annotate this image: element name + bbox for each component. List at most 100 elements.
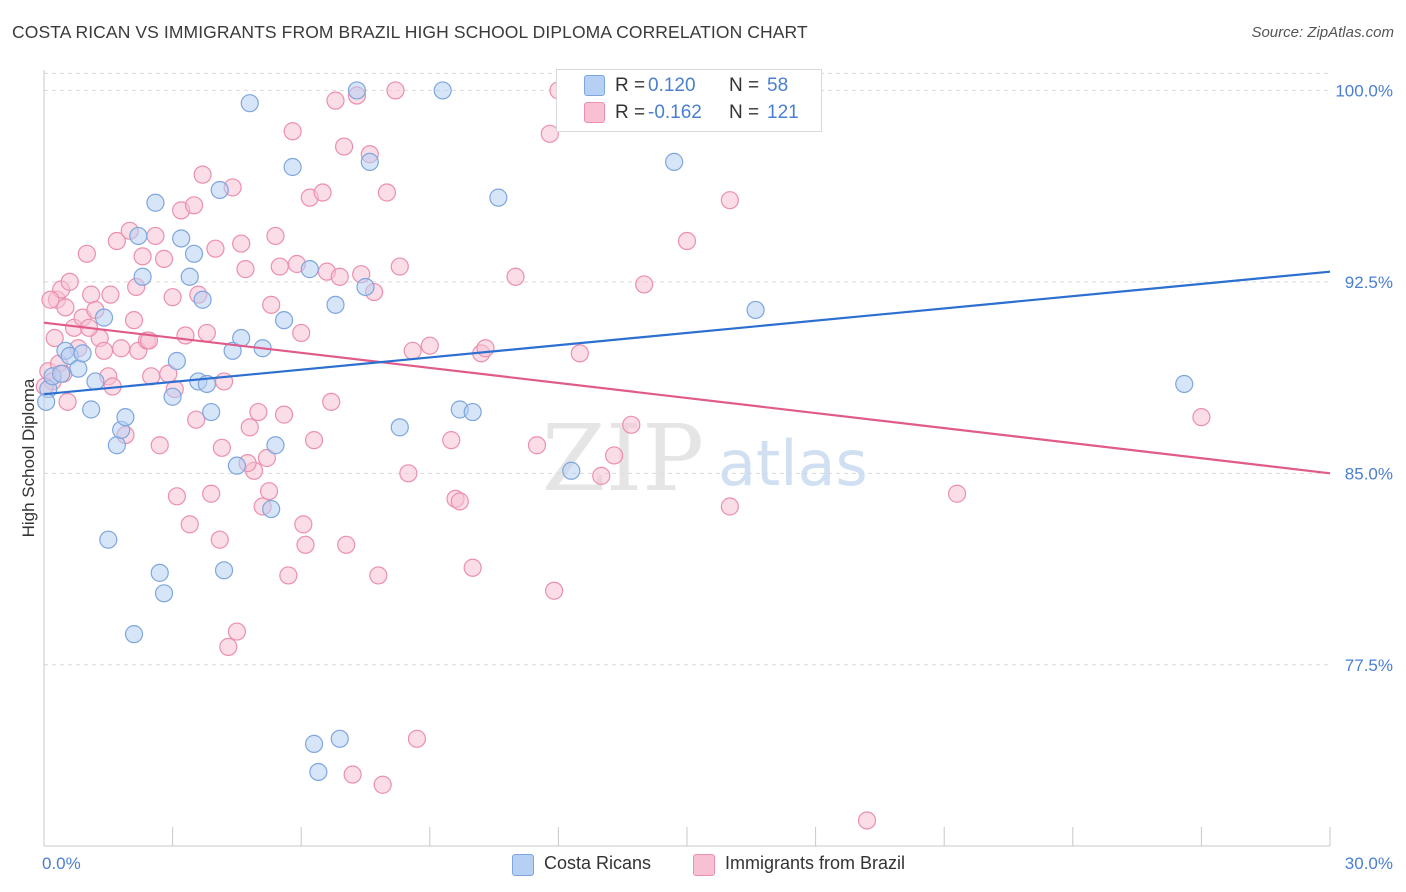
- r-label: R =: [615, 75, 646, 96]
- data-point-brazil: [193, 165, 212, 184]
- data-point-costa-rican: [107, 436, 126, 455]
- data-point-costa-rican: [163, 387, 182, 406]
- data-point-brazil: [463, 558, 482, 577]
- data-point-brazil: [545, 581, 564, 600]
- data-point-brazil: [56, 298, 75, 317]
- data-point-brazil: [420, 336, 439, 355]
- data-point-brazil: [206, 239, 225, 258]
- y-tick-label: 92.5%: [1345, 273, 1393, 292]
- data-point-brazil: [592, 466, 611, 485]
- data-point-costa-rican: [86, 372, 105, 391]
- data-point-brazil: [337, 535, 356, 554]
- data-point-brazil: [450, 492, 469, 511]
- data-point-brazil: [180, 515, 199, 534]
- data-point-brazil: [262, 295, 281, 314]
- data-point-brazil: [296, 535, 315, 554]
- data-point-costa-rican: [262, 499, 281, 519]
- n-label: N =: [729, 75, 760, 96]
- data-point-brazil: [442, 431, 461, 450]
- data-point-costa-rican: [37, 392, 56, 411]
- data-point-brazil: [101, 285, 120, 304]
- data-point-costa-rican: [167, 351, 186, 371]
- data-point-brazil: [167, 487, 186, 506]
- trend-lines: [43, 270, 1331, 475]
- data-point-costa-rican: [129, 226, 148, 246]
- data-point-brazil: [403, 341, 422, 360]
- data-point-costa-rican: [390, 418, 409, 437]
- data-point-costa-rican: [172, 229, 191, 248]
- data-point-costa-rican: [360, 152, 379, 171]
- y-tick-label: 77.5%: [1345, 656, 1393, 675]
- data-point-brazil: [150, 436, 169, 455]
- data-point-costa-rican: [304, 734, 324, 753]
- data-point-brazil: [163, 288, 182, 307]
- data-point-costa-rican: [330, 729, 349, 748]
- data-point-brazil: [94, 341, 114, 360]
- data-point-costa-rican: [154, 584, 174, 603]
- data-point-brazil: [720, 191, 739, 210]
- data-point-brazil: [133, 247, 152, 266]
- axis-labels: 77.5% 85.0% 92.5% 100.0% 0.0% 30.0% High Schoo…: [19, 81, 1393, 873]
- data-point-brazil: [283, 122, 302, 141]
- data-point-brazil: [266, 226, 285, 246]
- data-point-costa-rican: [309, 762, 328, 782]
- data-point-brazil: [107, 231, 126, 251]
- data-point-brazil: [313, 183, 332, 202]
- data-point-brazil: [390, 257, 409, 276]
- data-point-brazil: [236, 260, 255, 279]
- chart-title: COSTA RICAN VS IMMIGRANTS FROM BRAZIL HI…: [12, 22, 808, 42]
- data-point-brazil: [270, 257, 289, 276]
- watermark-atlas: atlas: [718, 427, 868, 500]
- data-point-costa-rican: [202, 402, 221, 422]
- data-point-brazil: [184, 196, 204, 215]
- data-point-brazil: [154, 249, 174, 268]
- y-axis-title: High School Diploma: [19, 378, 38, 537]
- legend-swatch-pink: [584, 102, 605, 123]
- data-point-brazil: [540, 124, 559, 143]
- data-point-costa-rican: [193, 290, 212, 309]
- n-value: 58: [767, 75, 789, 96]
- data-point-brazil: [635, 275, 654, 294]
- data-point-brazil: [176, 326, 195, 345]
- data-point-brazil: [45, 328, 64, 348]
- legend-swatch-blue: [584, 75, 605, 96]
- data-point-brazil: [343, 765, 362, 784]
- data-point-costa-rican: [665, 152, 684, 171]
- data-point-brazil: [60, 272, 79, 291]
- data-point-costa-rican: [463, 402, 482, 422]
- data-point-brazil: [294, 515, 313, 534]
- data-point-costa-rican: [223, 341, 242, 360]
- data-point-costa-rican: [94, 308, 114, 327]
- data-point-brazil: [77, 244, 96, 263]
- data-point-costa-rican: [562, 461, 581, 480]
- data-point-brazil: [232, 234, 251, 253]
- data-point-brazil: [292, 323, 311, 343]
- stats-legend: R = 0.120 N = 58 R = -0.162 N = 121: [556, 69, 822, 132]
- data-point-costa-rican: [746, 300, 765, 320]
- data-point-brazil: [677, 231, 697, 251]
- data-point-costa-rican: [133, 267, 152, 286]
- trend-line-costa-rican: [43, 270, 1331, 396]
- n-value: 121: [767, 102, 799, 123]
- data-point-costa-rican: [52, 364, 71, 383]
- data-point-costa-rican: [124, 625, 144, 644]
- data-point-costa-rican: [99, 530, 118, 549]
- y-tick-label: 100.0%: [1335, 81, 1393, 100]
- data-point-brazil: [58, 392, 77, 411]
- legend-label-brazil: Immigrants from Brazil: [725, 853, 906, 873]
- data-point-costa-rican: [489, 188, 508, 207]
- data-point-brazil: [857, 811, 877, 830]
- data-point-brazil: [506, 267, 525, 286]
- data-point-costa-rican: [227, 456, 246, 475]
- data-point-brazil: [622, 415, 641, 434]
- data-point-brazil: [304, 431, 324, 450]
- data-point-brazil: [373, 775, 392, 794]
- data-point-costa-rican: [433, 81, 452, 100]
- data-point-brazil: [330, 267, 349, 286]
- series-legend: Costa Ricans Immigrants from Brazil: [0, 852, 1406, 878]
- data-point-costa-rican: [274, 311, 294, 330]
- axes: [43, 70, 1331, 847]
- data-point-brazil: [202, 484, 221, 503]
- data-point-costa-rican: [300, 260, 319, 279]
